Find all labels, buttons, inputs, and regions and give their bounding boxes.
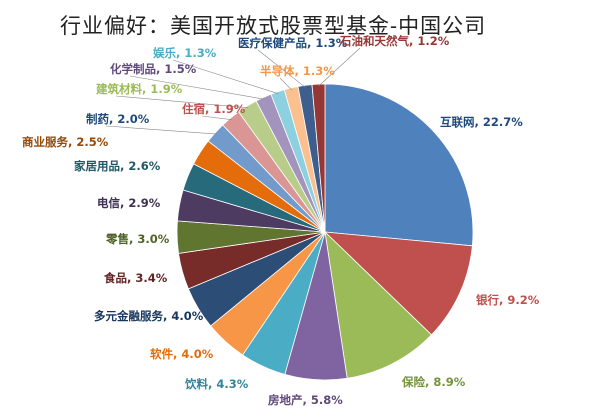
leader-line-19 bbox=[257, 49, 306, 88]
pie-slice-3 bbox=[324, 230, 433, 379]
slice-label-12: 商业服务, 2.5% bbox=[22, 135, 109, 149]
pie-slice-1 bbox=[324, 83, 474, 247]
pie-slice-2 bbox=[323, 231, 473, 336]
slice-label-3: 保险, 8.9% bbox=[401, 375, 466, 389]
slice-label-6: 软件, 4.0% bbox=[150, 347, 214, 361]
leader-line-17 bbox=[172, 59, 279, 94]
leader-line-20 bbox=[318, 47, 361, 87]
slice-label-10: 电信, 2.9% bbox=[97, 196, 161, 210]
slice-label-2: 银行, 9.2% bbox=[476, 293, 540, 307]
slice-label-19: 医疗保健产品, 1.3% bbox=[238, 36, 348, 50]
leader-line-16 bbox=[129, 75, 265, 100]
slice-label-15: 建筑材料, 1.9% bbox=[96, 82, 183, 96]
slice-label-17: 娱乐, 1.3% bbox=[153, 46, 217, 60]
slice-label-20: 石油和天然气, 1.2% bbox=[339, 34, 450, 48]
leader-line-15 bbox=[115, 95, 249, 109]
slice-label-14: 住宿, 1.9% bbox=[182, 102, 246, 116]
slice-label-9: 零售, 3.0% bbox=[105, 232, 170, 246]
slice-label-8: 食品, 3.4% bbox=[104, 271, 168, 285]
slice-label-4: 房地产, 5.8% bbox=[268, 393, 343, 407]
pie-slice-20 bbox=[311, 83, 326, 233]
slice-label-7: 多元金融服务, 4.0% bbox=[94, 309, 204, 323]
leader-line-13 bbox=[105, 125, 217, 135]
slice-label-18: 半导体, 1.3% bbox=[260, 64, 335, 78]
slice-label-5: 饮料, 4.3% bbox=[184, 377, 249, 391]
pie-slices bbox=[176, 83, 474, 381]
leader-lines bbox=[105, 47, 361, 135]
leader-line-14 bbox=[201, 115, 232, 120]
slice-label-13: 制药, 2.0% bbox=[86, 112, 150, 126]
slice-label-1: 互联网, 22.7% bbox=[440, 115, 523, 129]
slice-labels: 互联网, 22.7% 银行, 9.2% 保险, 8.9% 房地产, 5.8% 饮料, 4… bbox=[22, 34, 540, 407]
slice-label-16: 化学制品, 1.5% bbox=[110, 62, 197, 76]
slice-label-11: 家居用品, 2.6% bbox=[74, 159, 161, 173]
chart-title: 行业偏好：美国开放式股票型基金-中国公司 bbox=[60, 14, 487, 38]
leader-line-18 bbox=[279, 77, 292, 91]
